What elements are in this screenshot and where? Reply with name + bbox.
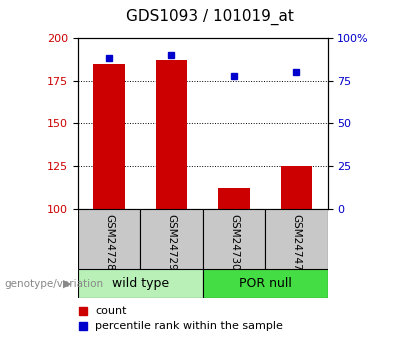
Bar bbox=[140, 209, 203, 269]
Text: GSM24728: GSM24728 bbox=[104, 214, 114, 270]
Bar bbox=[93, 63, 125, 209]
Bar bbox=[78, 269, 203, 298]
Bar bbox=[218, 188, 249, 209]
Bar bbox=[281, 166, 312, 209]
Bar bbox=[203, 209, 265, 269]
Bar bbox=[265, 209, 328, 269]
Text: GSM24729: GSM24729 bbox=[166, 214, 176, 270]
Text: GSM24747: GSM24747 bbox=[291, 214, 302, 270]
Bar bbox=[156, 60, 187, 209]
Text: wild type: wild type bbox=[112, 277, 169, 290]
Bar bbox=[203, 269, 328, 298]
Bar bbox=[78, 209, 140, 269]
Text: GSM24730: GSM24730 bbox=[229, 214, 239, 270]
Text: GDS1093 / 101019_at: GDS1093 / 101019_at bbox=[126, 9, 294, 25]
Text: percentile rank within the sample: percentile rank within the sample bbox=[95, 321, 283, 331]
Text: count: count bbox=[95, 306, 127, 315]
Text: ▶: ▶ bbox=[63, 279, 71, 289]
Text: POR null: POR null bbox=[239, 277, 291, 290]
Text: genotype/variation: genotype/variation bbox=[4, 279, 103, 289]
